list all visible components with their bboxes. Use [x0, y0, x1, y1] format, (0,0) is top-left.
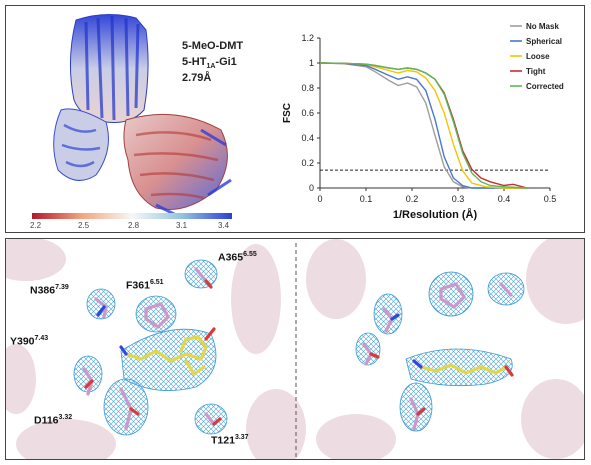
y-tick-label: 1.2 — [301, 33, 314, 43]
x-tick-label: 0.5 — [544, 194, 557, 204]
series-line-spherical — [319, 62, 527, 189]
colorbar-tick-3: 3.1 — [176, 221, 188, 230]
receptor-suffix: -Gi1 — [215, 56, 237, 68]
y-tick-label: 0.2 — [301, 158, 314, 168]
series-line-no-mask — [319, 62, 527, 189]
x-tick-label: 0.4 — [498, 194, 511, 204]
x-tick-label: 0 — [317, 194, 322, 204]
x-tick-label: 0.3 — [452, 194, 465, 204]
y-tick-label: 0 — [309, 183, 314, 193]
bottom-panel: N3867.39 F3616.51 A3656.55 Y3907.43 D116… — [5, 238, 585, 460]
legend-label: Spherical — [526, 37, 562, 46]
ligand-label: 5-MeO-DMT — [182, 40, 244, 52]
resolution-label: 2.79Å — [182, 72, 212, 84]
legend-label: Tight — [526, 67, 546, 76]
top-panel: 5-MeO-DMT 5-HT1A-Gi1 2.79Å 2.2 2.5 2.8 3… — [5, 5, 585, 233]
colorbar-tick-0: 2.2 — [30, 221, 42, 230]
colorbar-tick-4: 3.4 — [218, 221, 230, 230]
x-tick-label: 0.2 — [406, 194, 419, 204]
legend-label: No Mask — [526, 22, 559, 31]
x-tick-label: 0.1 — [360, 194, 373, 204]
series-line-corrected — [319, 62, 528, 189]
y-axis-label: FSC — [282, 103, 293, 123]
series-line-loose — [319, 62, 527, 189]
residue-label-d116: D1163.32 — [34, 414, 73, 427]
residue-label-n386: N3867.39 — [30, 284, 69, 297]
fsc-chart: 0 0.1 0.2 0.3 0.4 0.5 0 0.2 0.4 0.6 0.8 1 1.2 1/Resol… — [282, 22, 564, 221]
residue-label-y390: Y3907.43 — [10, 335, 49, 348]
residue-label-t121: T1213.37 — [211, 434, 249, 447]
colorbar-tick-1: 2.5 — [78, 221, 90, 230]
receptor-label: 5-HT1A-Gi1 — [182, 56, 237, 70]
y-tick-label: 1 — [309, 58, 314, 68]
receptor-subscript: 1A — [206, 63, 216, 71]
colorbar-tick-2: 2.8 — [128, 221, 140, 230]
binding-pocket-density — [6, 239, 584, 459]
residue-label-a365: A3656.55 — [218, 251, 257, 264]
local-resolution-colorbar — [32, 213, 232, 219]
x-axis-label: 1/Resolution (Å) — [393, 208, 478, 221]
legend-label: Corrected — [526, 82, 564, 91]
y-tick-label: 0.8 — [301, 83, 314, 93]
y-tick-label: 0.6 — [301, 108, 314, 118]
residue-label-f361: F3616.51 — [126, 279, 164, 292]
series-line-tight — [319, 62, 528, 189]
receptor-prefix: 5-HT — [182, 56, 207, 68]
y-tick-label: 0.4 — [301, 133, 314, 143]
legend-label: Loose — [526, 52, 550, 61]
